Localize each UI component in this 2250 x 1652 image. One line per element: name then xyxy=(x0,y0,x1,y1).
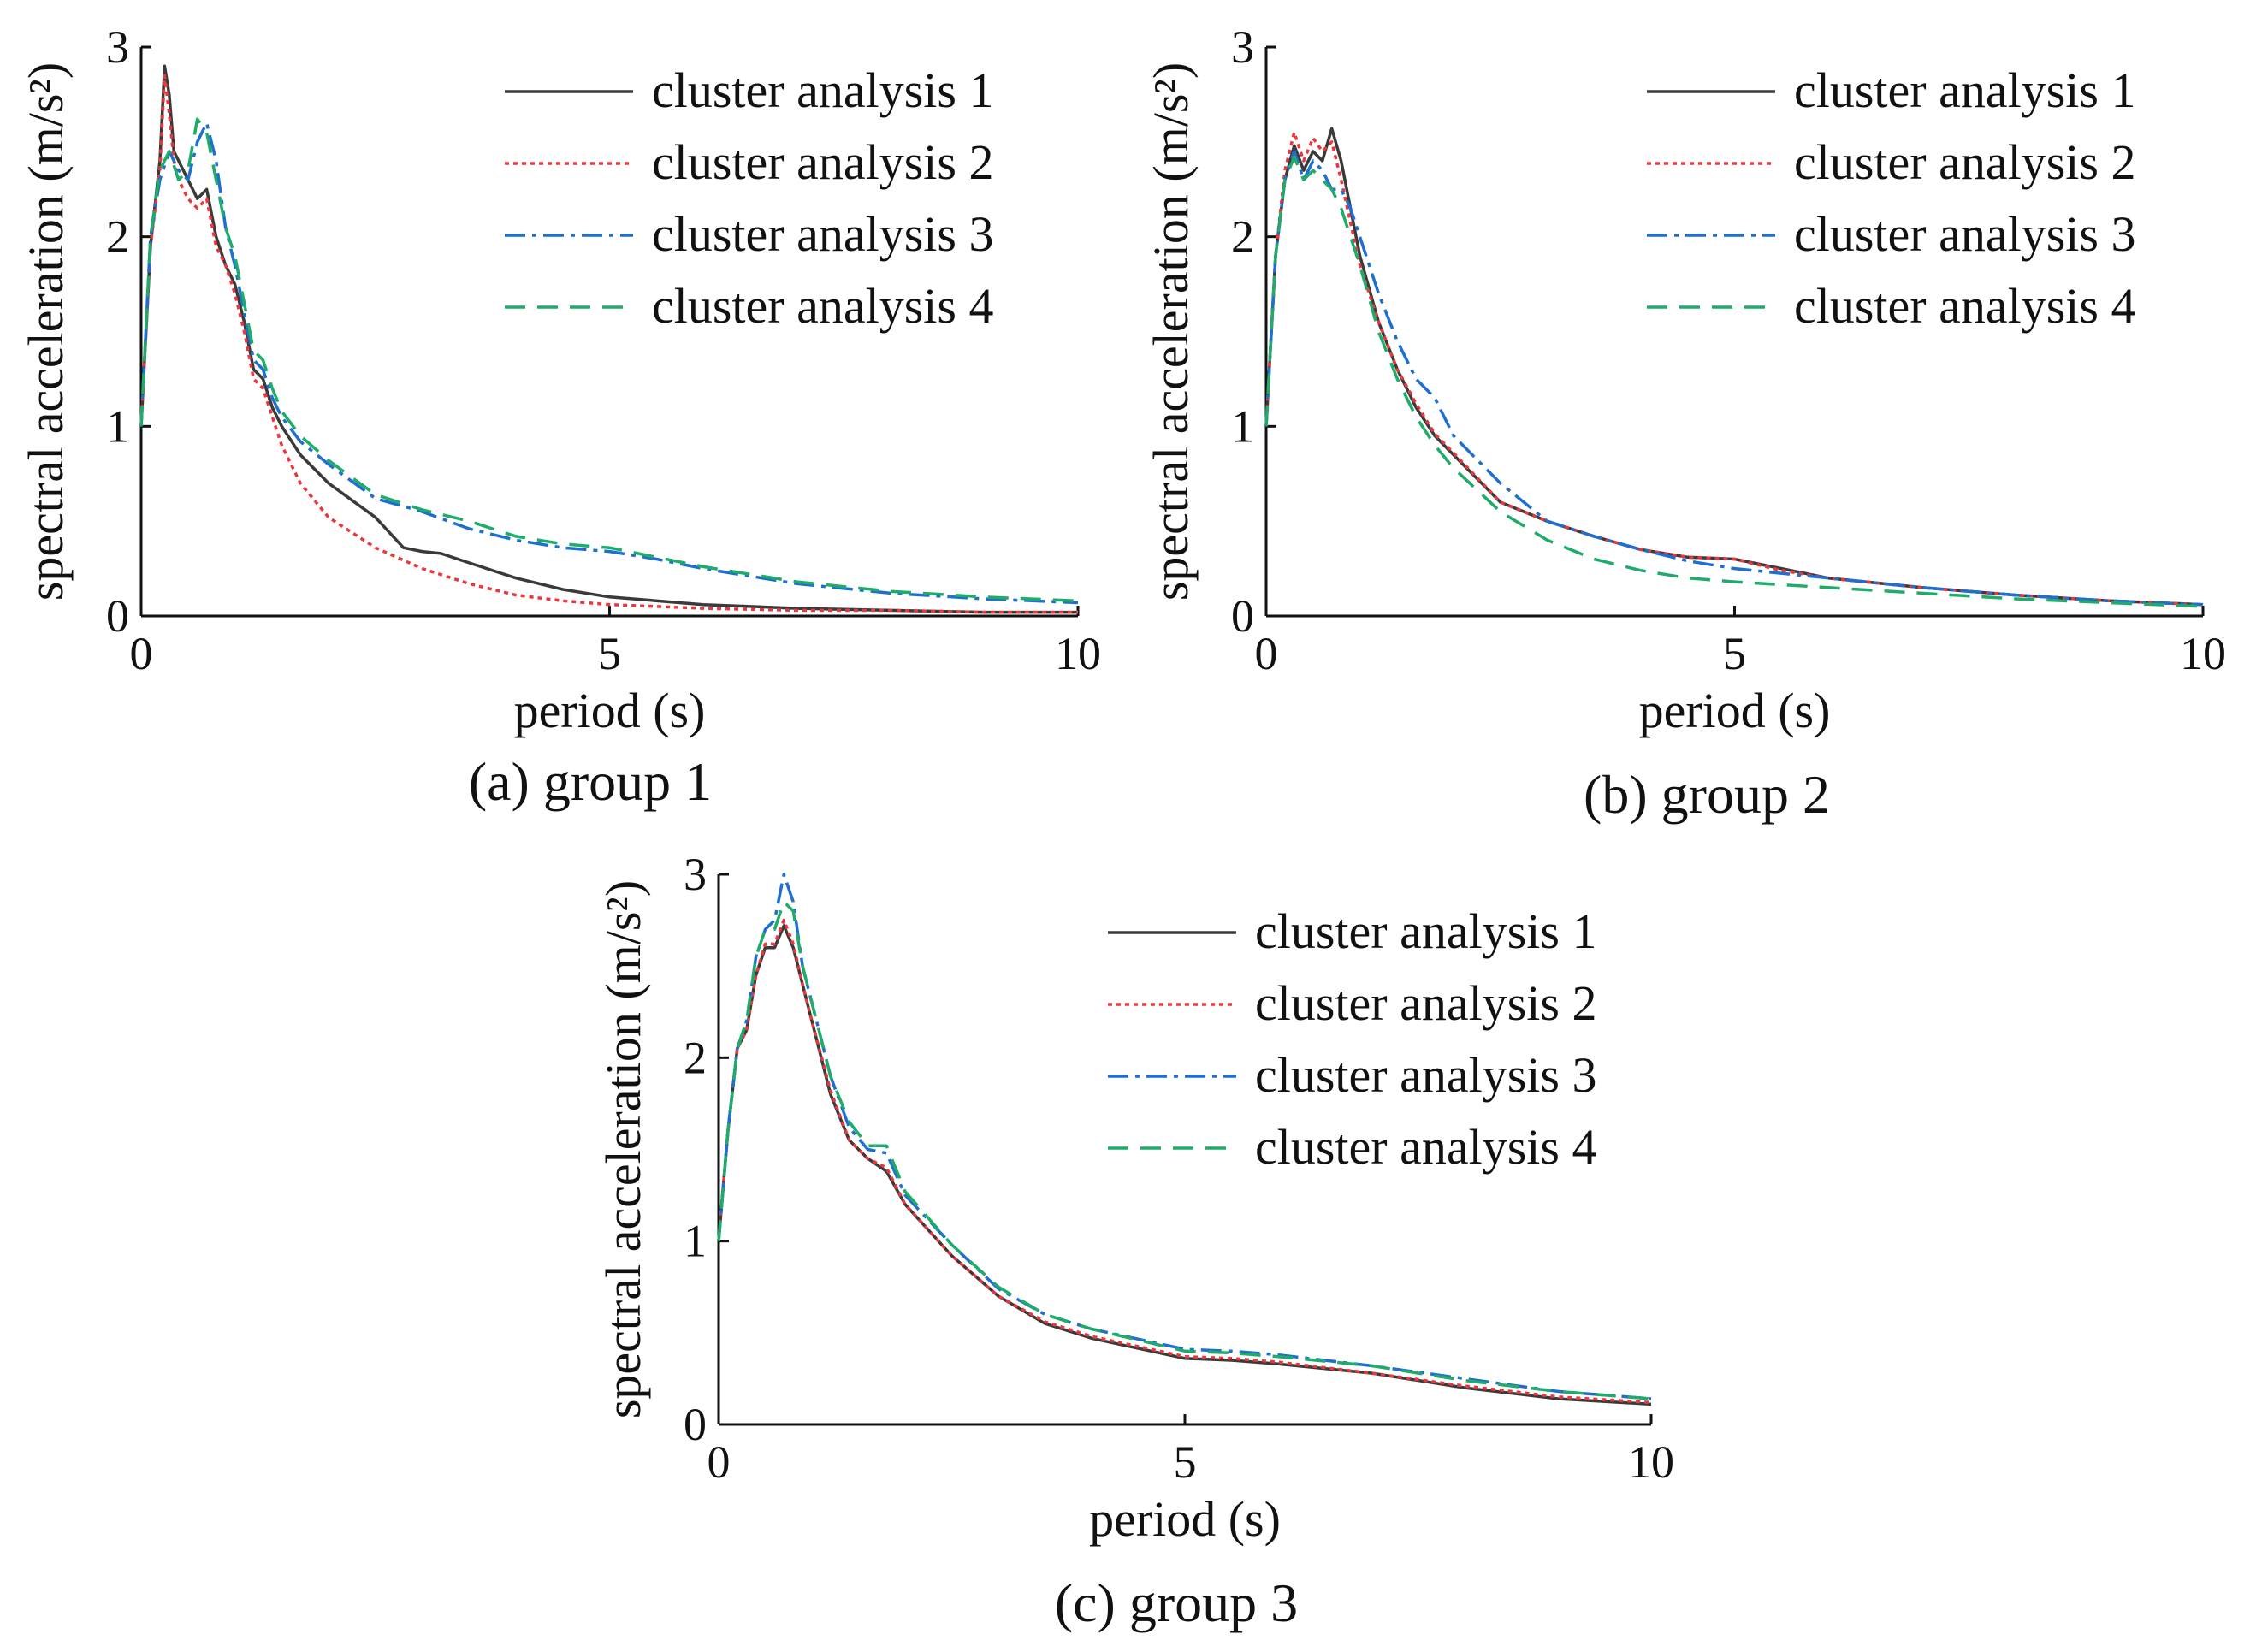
series-line-cluster-analysis-1 xyxy=(1264,127,2204,607)
y-tick-label: 1 xyxy=(684,1216,707,1267)
y-axis-label: spectral acceleration (m/s²) xyxy=(18,62,74,601)
panel-caption: (b) group 2 xyxy=(1584,764,1830,825)
x-tick-label: 0 xyxy=(1255,628,1278,679)
y-tick-label: 2 xyxy=(1231,211,1254,263)
legend-label-3: cluster analysis 3 xyxy=(1794,206,2135,262)
y-tick-label: 2 xyxy=(684,1032,707,1083)
legend-label-2: cluster analysis 2 xyxy=(652,134,993,190)
panel-caption: (a) group 1 xyxy=(469,751,712,812)
chart-panel-2: 0 1 2 3 0 5 10 period (s) spectral acceleration … xyxy=(1143,21,2226,825)
chart-panel-1: 0 1 2 3 0 5 10 period (s) spectral acceleration … xyxy=(18,21,1101,812)
series-line-cluster-analysis-2 xyxy=(717,918,1652,1405)
x-axis-label: period (s) xyxy=(1639,683,1831,738)
panel-caption: (c) group 3 xyxy=(1055,1572,1298,1633)
x-tick-label: 5 xyxy=(1723,628,1746,679)
legend-label-1: cluster analysis 1 xyxy=(1794,62,2135,118)
legend-label-4: cluster analysis 4 xyxy=(1794,278,2135,334)
y-tick-label: 1 xyxy=(106,400,129,452)
series-line-cluster-analysis-3 xyxy=(1264,150,2204,607)
series-line-cluster-analysis-1 xyxy=(139,64,1078,614)
y-tick-label: 1 xyxy=(1231,400,1254,452)
x-axis-label: period (s) xyxy=(514,683,706,738)
series-line-cluster-analysis-2 xyxy=(1264,131,2204,607)
legend-label-2: cluster analysis 2 xyxy=(1794,134,2135,190)
x-tick-label: 5 xyxy=(1174,1436,1197,1488)
x-tick-label: 10 xyxy=(1055,628,1101,679)
series-line-cluster-analysis-4 xyxy=(1264,155,2204,608)
legend-label-1: cluster analysis 1 xyxy=(652,62,993,118)
legend-label-1: cluster analysis 1 xyxy=(1255,903,1596,959)
legend-label-2: cluster analysis 2 xyxy=(1255,975,1596,1031)
y-axis-label: spectral acceleration (m/s²) xyxy=(1143,62,1199,601)
y-tick-label: 0 xyxy=(106,590,129,642)
chart-panel-3: 0 1 2 3 0 5 10 period (s) spectral acceleration … xyxy=(595,849,1674,1633)
x-tick-label: 5 xyxy=(598,628,621,679)
x-axis-label: period (s) xyxy=(1089,1491,1281,1547)
y-tick-label: 3 xyxy=(684,849,707,900)
y-tick-label: 3 xyxy=(1231,21,1254,73)
x-tick-label: 0 xyxy=(708,1436,731,1488)
legend-label-3: cluster analysis 3 xyxy=(652,206,993,262)
x-tick-label: 0 xyxy=(130,628,153,679)
x-tick-label: 10 xyxy=(2180,628,2226,679)
y-tick-label: 0 xyxy=(1231,590,1254,642)
legend-label-4: cluster analysis 4 xyxy=(1255,1119,1596,1175)
legend-label-3: cluster analysis 3 xyxy=(1255,1047,1596,1103)
y-axis-label: spectral acceleration (m/s²) xyxy=(595,880,651,1418)
legend-label-4: cluster analysis 4 xyxy=(652,278,993,334)
y-tick-label: 3 xyxy=(106,21,129,73)
series-line-cluster-analysis-4 xyxy=(717,900,1652,1400)
x-tick-label: 10 xyxy=(1628,1436,1674,1488)
series-line-cluster-analysis-4 xyxy=(139,117,1079,603)
y-tick-label: 0 xyxy=(684,1399,707,1450)
series-line-cluster-analysis-3 xyxy=(139,121,1079,605)
y-tick-label: 2 xyxy=(106,211,129,263)
